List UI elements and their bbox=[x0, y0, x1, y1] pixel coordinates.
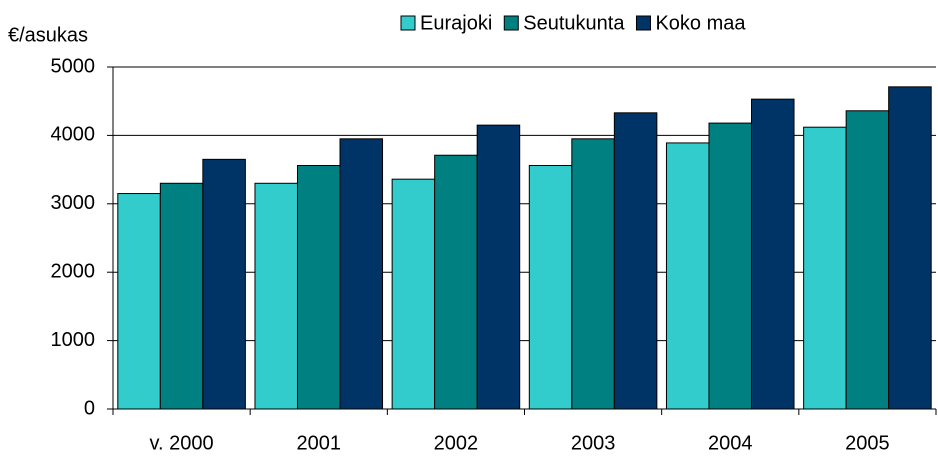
y-tick-label: 5000 bbox=[51, 55, 96, 77]
y-tick-label: 0 bbox=[84, 397, 95, 419]
y-tick-label: 1000 bbox=[51, 329, 96, 351]
bar bbox=[888, 86, 932, 410]
bar bbox=[613, 112, 658, 410]
x-tick-label: 2004 bbox=[708, 432, 753, 454]
y-tick-label: 3000 bbox=[51, 192, 96, 214]
x-tick-label: 2001 bbox=[297, 432, 342, 454]
legend-swatch bbox=[503, 15, 519, 31]
bar bbox=[803, 126, 847, 410]
bar bbox=[296, 164, 341, 410]
y-tick-label: 2000 bbox=[51, 260, 96, 282]
legend-swatch bbox=[400, 15, 416, 31]
legend-label: Koko maa bbox=[655, 12, 746, 34]
legend-swatch bbox=[635, 15, 651, 31]
bar bbox=[571, 138, 615, 410]
x-tick-label: v. 2000 bbox=[150, 432, 214, 454]
bar bbox=[117, 193, 161, 410]
x-tick-label: 2003 bbox=[571, 432, 616, 454]
legend-label: Seutukunta bbox=[523, 12, 625, 34]
bar bbox=[339, 138, 384, 410]
bar bbox=[528, 164, 573, 410]
bar bbox=[254, 182, 298, 410]
bar bbox=[159, 182, 204, 410]
bar bbox=[434, 154, 478, 410]
y-tick-label: 4000 bbox=[51, 124, 96, 146]
x-tick-label: 2005 bbox=[845, 432, 890, 454]
bar bbox=[708, 122, 753, 410]
bar bbox=[751, 98, 795, 410]
bar bbox=[845, 110, 890, 410]
bar bbox=[202, 158, 246, 410]
legend-label: Eurajoki bbox=[420, 12, 492, 34]
x-tick-label: 2002 bbox=[434, 432, 479, 454]
y-axis-label: €/asukas bbox=[8, 24, 88, 46]
bar bbox=[476, 124, 521, 410]
bar bbox=[665, 142, 710, 410]
bar bbox=[391, 178, 436, 410]
